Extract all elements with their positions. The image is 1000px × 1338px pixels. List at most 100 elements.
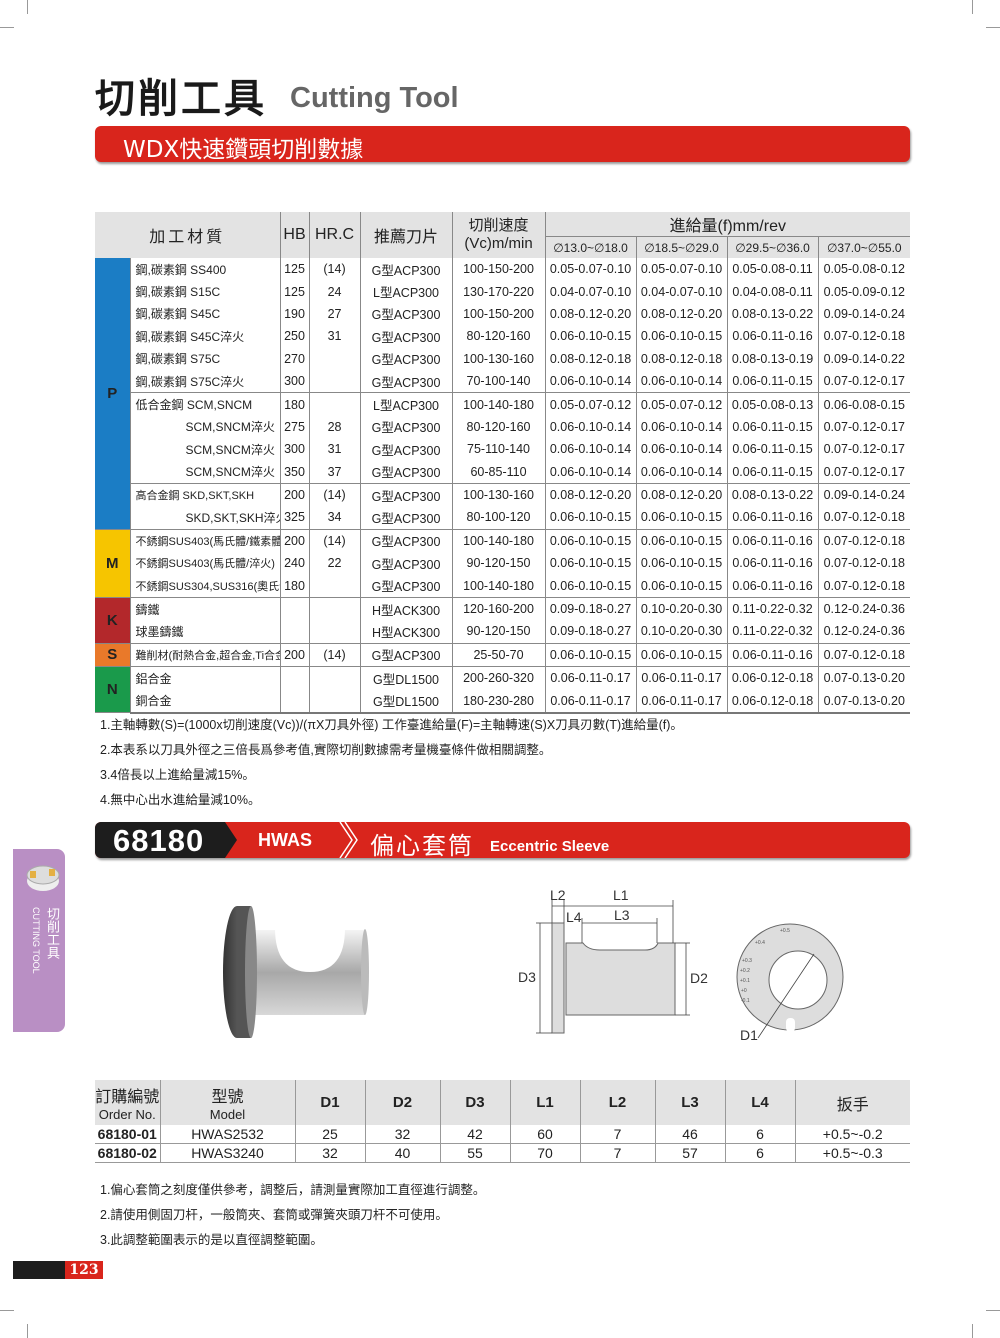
cell-feed-3: 0.08-0.13-0.22 <box>726 302 819 326</box>
cell-material: SCM,SNCM淬火 <box>129 415 281 439</box>
cell-insert: G型ACP300 <box>359 369 453 394</box>
cell-hrc <box>308 369 361 394</box>
cell-speed: 130-170-220 <box>451 280 546 303</box>
cell-insert: G型DL1500 <box>359 666 453 690</box>
cell-material: 鋼,碳素鋼 SS400 <box>129 258 281 281</box>
cell-feed-1: 0.06-0.10-0.15 <box>544 643 637 668</box>
label-d2: D2 <box>690 970 708 986</box>
cell-hb: 350 <box>279 460 310 484</box>
cell-speed: 100-150-200 <box>451 258 546 281</box>
svg-text:+0: +0 <box>741 988 747 994</box>
header-feed-range: ∅37.0~∅55.0 <box>817 236 911 258</box>
cell-feed-4: 0.07-0.12-0.17 <box>817 460 911 484</box>
header-hrc: HR.C <box>308 212 361 258</box>
cell-feed-2: 0.05-0.07-0.12 <box>635 392 728 416</box>
svg-text:+0.5: +0.5 <box>780 928 790 934</box>
product-series: HWAS <box>258 830 312 850</box>
product-name-cn: 偏心套筒 <box>370 832 474 858</box>
cell-feed-3: 0.11-0.22-0.32 <box>726 620 819 644</box>
cell-material: SCM,SNCM淬火 <box>129 460 281 484</box>
cell-feed-1: 0.06-0.11-0.17 <box>544 666 637 690</box>
product-header-label: D1 <box>320 1094 340 1111</box>
cell-insert: G型ACP300 <box>359 325 453 348</box>
crop-mark <box>986 1310 1000 1311</box>
table-row: SCM,SNCM淬火 300 31 G型ACP300 75-110-140 0.06-0.… <box>95 438 911 461</box>
cell-feed-4: 0.07-0.12-0.18 <box>817 325 911 348</box>
cell-feed-2: 0.08-0.12-0.20 <box>635 302 728 326</box>
cell-material: SCM,SNCM淬火 <box>129 438 281 461</box>
label-d3: D3 <box>518 969 536 985</box>
cell-speed: 80-100-120 <box>451 506 546 530</box>
cell-feed-1: 0.08-0.12-0.20 <box>544 302 637 326</box>
table-note: 3.4倍長以上進給量減15%。 <box>100 768 255 782</box>
cell-feed-4: 0.09-0.14-0.22 <box>817 347 911 370</box>
cell-feed-3: 0.04-0.08-0.11 <box>726 280 819 303</box>
table-row: 不銹鋼SUS403(馬氏體/淬火) 240 22 G型ACP300 90-120-150… <box>95 552 911 575</box>
cell-hrc: (14) <box>308 258 361 281</box>
cell-feed-3: 0.06-0.11-0.16 <box>726 643 819 668</box>
cell-feed-4: 0.05-0.09-0.12 <box>817 280 911 303</box>
cell-feed-4: 0.12-0.24-0.36 <box>817 597 911 621</box>
table-row: 鋼,碳素鋼 S45C淬火 250 31 G型ACP300 80-120-160 0.06-… <box>95 325 911 348</box>
product-note: 2.請使用側固刀杆，一般筒夾、套筒或彈簧夾頭刀杆不可使用。 <box>100 1208 448 1222</box>
cell-material: SKD,SKT,SKH淬火 <box>129 506 281 530</box>
product-cell: HWAS2532 <box>159 1125 295 1144</box>
product-header: L1 <box>509 1080 580 1125</box>
product-cell: 46 <box>654 1125 725 1144</box>
cell-feed-2: 0.06-0.10-0.15 <box>635 529 728 553</box>
cell-feed-3: 0.06-0.12-0.18 <box>726 666 819 690</box>
cell-feed-4: 0.07-0.13-0.20 <box>817 689 911 714</box>
cell-feed-3: 0.06-0.11-0.16 <box>726 552 819 575</box>
label-l2: L2 <box>550 887 566 903</box>
cell-insert: G型ACP300 <box>359 258 453 281</box>
table-row: SCM,SNCM淬火 350 37 G型ACP300 60-85-110 0.06-0.1… <box>95 460 911 484</box>
cell-hb <box>279 597 310 621</box>
header-feed-range: ∅18.5~∅29.0 <box>635 236 728 258</box>
cell-speed: 75-110-140 <box>451 438 546 461</box>
header-insert: 推薦刀片 <box>359 212 453 258</box>
table-row: SCM,SNCM淬火 275 28 G型ACP300 80-120-160 0.06-0.… <box>95 415 911 439</box>
cell-hb <box>279 620 310 644</box>
cell-feed-3: 0.06-0.11-0.15 <box>726 438 819 461</box>
cell-feed-2: 0.06-0.10-0.15 <box>635 506 728 530</box>
cell-hrc: (14) <box>308 643 361 668</box>
table-row: 低合金鋼 SCM,SNCM 180 L型ACP300 100-140-180 0.05-… <box>95 392 911 416</box>
product-cell: +0.5~-0.2 <box>794 1125 910 1144</box>
cell-feed-4: 0.09-0.14-0.24 <box>817 302 911 326</box>
cell-speed: 120-160-200 <box>451 597 546 621</box>
cell-material: 球墨鑄鐵 <box>129 620 281 644</box>
cell-speed: 180-230-280 <box>451 689 546 714</box>
cell-feed-1: 0.06-0.10-0.15 <box>544 506 637 530</box>
cell-feed-2: 0.06-0.10-0.15 <box>635 552 728 575</box>
product-header-label: D2 <box>392 1094 413 1111</box>
category-M: M <box>95 529 130 598</box>
cell-feed-3: 0.08-0.13-0.19 <box>726 347 819 370</box>
cell-insert: H型ACK300 <box>359 620 453 644</box>
cell-insert: G型ACP300 <box>359 506 453 530</box>
cell-speed: 100-150-200 <box>451 302 546 326</box>
product-header: 訂購編號 Order No. <box>95 1080 160 1125</box>
cell-hrc <box>308 574 361 598</box>
svg-text:+0.1: +0.1 <box>740 978 750 984</box>
cell-feed-4: 0.07-0.12-0.17 <box>817 369 911 394</box>
svg-text:+0.4: +0.4 <box>755 940 765 946</box>
cell-material: 鋁合金 <box>129 666 281 690</box>
cell-feed-4: 0.07-0.12-0.18 <box>817 643 911 668</box>
cell-feed-1: 0.06-0.10-0.15 <box>544 529 637 553</box>
page-number: 123 <box>65 1261 103 1279</box>
product-cell: 7 <box>579 1125 655 1144</box>
cell-feed-2: 0.04-0.07-0.10 <box>635 280 728 303</box>
category-P: P <box>95 258 130 530</box>
sleeve-photo <box>223 906 369 1038</box>
crop-mark <box>0 1310 14 1311</box>
cutter-image <box>26 865 60 891</box>
cell-speed: 200-260-320 <box>451 666 546 690</box>
product-header-label: D3 <box>465 1094 485 1111</box>
cell-material: 銅合金 <box>129 689 281 714</box>
product-header-label: L4 <box>751 1094 769 1111</box>
cell-feed-2: 0.06-0.10-0.15 <box>635 574 728 598</box>
cell-feed-1: 0.06-0.10-0.14 <box>544 369 637 394</box>
cell-speed: 100-140-180 <box>451 392 546 416</box>
cell-hb: 270 <box>279 347 310 370</box>
page-title: 切削工具 <box>95 76 267 122</box>
